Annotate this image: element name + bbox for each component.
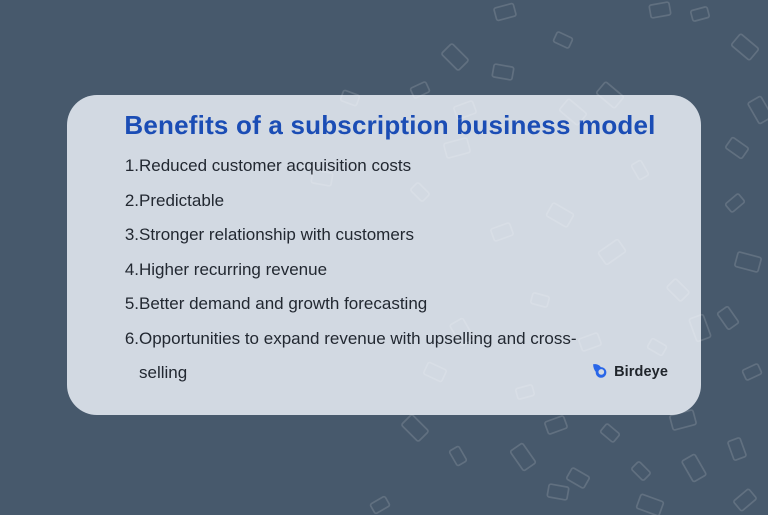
birdeye-logo: Birdeye bbox=[592, 363, 668, 380]
page-title: Benefits of a subscription business mode… bbox=[124, 110, 656, 140]
item-number: 4. bbox=[124, 259, 139, 279]
benefits-card: Benefits of a subscription business mode… bbox=[67, 95, 701, 415]
list-item: 3. Stronger relationship with customers bbox=[117, 218, 663, 253]
list-item: 4. Higher recurring revenue bbox=[117, 253, 663, 288]
benefits-list: 1. Reduced customer acquisition costs 2.… bbox=[117, 149, 663, 391]
item-text: Opportunities to expand revenue with ups… bbox=[139, 328, 577, 383]
item-text: Higher recurring revenue bbox=[139, 259, 328, 279]
list-item: 1. Reduced customer acquisition costs bbox=[117, 149, 663, 184]
birdeye-logo-text: Birdeye bbox=[614, 363, 668, 380]
item-number: 2. bbox=[124, 190, 139, 210]
item-number: 3. bbox=[124, 225, 139, 244]
item-number: 1. bbox=[124, 156, 139, 175]
item-number: 6. bbox=[124, 328, 139, 348]
item-text: Stronger relationship with customers bbox=[139, 225, 414, 244]
list-item: 6. Opportunities to expand revenue with … bbox=[117, 322, 663, 391]
list-item: 2. Predictable bbox=[117, 184, 663, 219]
birdeye-bird-icon bbox=[593, 364, 607, 378]
item-text: Predictable bbox=[139, 190, 225, 210]
list-item: 5. Better demand and growth forecasting bbox=[117, 287, 663, 322]
item-text: Better demand and growth forecasting bbox=[139, 294, 428, 313]
item-text: Reduced customer acquisition costs bbox=[139, 156, 412, 175]
item-number: 5. bbox=[124, 294, 139, 313]
